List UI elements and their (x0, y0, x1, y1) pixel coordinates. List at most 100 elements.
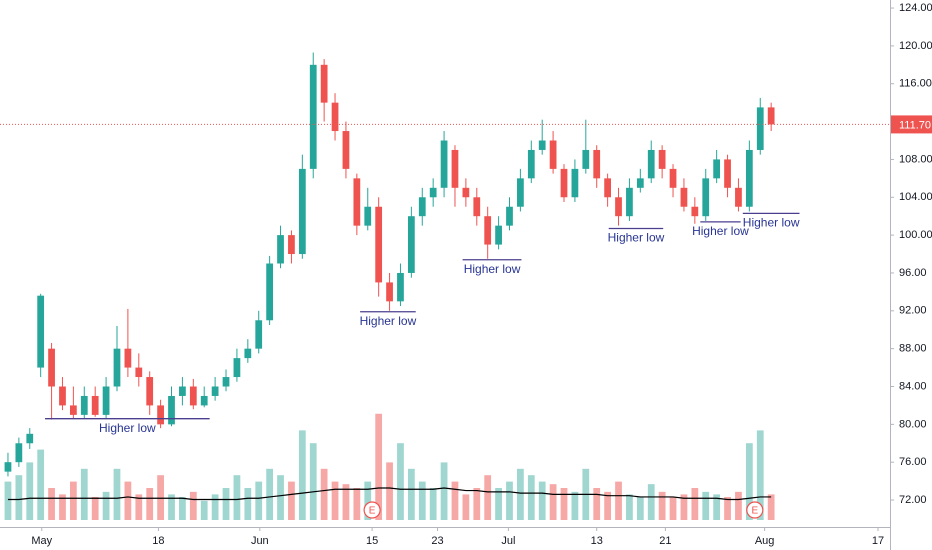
volume-bar (135, 494, 143, 520)
volume-ma-line (7, 487, 772, 501)
candle-body (26, 433, 34, 444)
candle-body (680, 187, 688, 207)
candle-body (91, 395, 99, 415)
candle-body (571, 168, 579, 198)
volume-bar (48, 488, 55, 520)
volume-bar (113, 468, 121, 520)
volume-bar (626, 494, 633, 520)
candle-body (745, 149, 753, 207)
candle-body (364, 206, 372, 226)
volume-bar (517, 468, 524, 520)
volume-bar (429, 488, 437, 520)
x-tick-label: 15 (366, 535, 378, 547)
volume-bar (222, 488, 230, 520)
volume-bar (462, 494, 470, 520)
volume-bar (669, 496, 677, 520)
earnings-label: E (751, 506, 758, 517)
y-tick-label: 92.00 (899, 305, 927, 317)
volume-bar (331, 481, 339, 520)
candle-body (669, 168, 677, 188)
x-tick-label: 23 (431, 535, 443, 547)
candle-body (48, 348, 55, 387)
x-tick-label: Jun (251, 535, 269, 547)
x-tick-label: May (31, 535, 52, 547)
candle-body (331, 102, 339, 132)
y-tick-label: 96.00 (899, 267, 927, 279)
y-tick-label: 104.00 (899, 191, 932, 203)
candle-body (484, 216, 492, 245)
candle-body (102, 386, 110, 415)
volume-bar (407, 468, 415, 520)
volume-bar (680, 494, 688, 520)
volume-bar (593, 488, 601, 520)
candle-body (517, 178, 524, 207)
x-tick-label: 21 (659, 535, 671, 547)
volume-bar (200, 500, 208, 520)
x-tick-label: 17 (872, 535, 884, 547)
candle-body (200, 395, 208, 406)
candle-body (266, 263, 274, 321)
volume-bar (658, 491, 666, 520)
candle-body (418, 197, 426, 217)
volume-bar (364, 481, 372, 520)
candle-body (691, 206, 699, 217)
candle-body (527, 149, 535, 179)
volume-bar (767, 494, 775, 520)
volume-bar (146, 488, 154, 520)
x-tick-label: 18 (152, 535, 164, 547)
volume-bar (189, 491, 197, 520)
volume-bar (157, 475, 164, 520)
candle-body (451, 149, 459, 188)
volume-bar (80, 468, 88, 520)
candle-body (615, 197, 622, 217)
volume-bar (4, 481, 12, 520)
volume-bar (233, 475, 241, 520)
earnings-marker (746, 501, 764, 519)
volume-bar (309, 443, 317, 520)
volume-bar (571, 491, 579, 520)
candle-body (255, 320, 263, 349)
candle-body (702, 178, 710, 217)
volume-bar (604, 491, 611, 520)
candle-body (407, 216, 415, 273)
candle-body (298, 168, 306, 255)
volume-bar (713, 494, 721, 520)
candle-body (37, 295, 45, 368)
y-tick-label: 80.00 (899, 418, 927, 430)
y-tick-label: 88.00 (899, 343, 927, 355)
volume-bar (495, 488, 502, 520)
y-tick-label: 116.00 (899, 78, 932, 90)
candle-body (397, 272, 404, 302)
candle-body (146, 377, 154, 406)
candle-body (636, 178, 644, 188)
candle-body (604, 178, 611, 198)
candle-body (222, 377, 230, 387)
candle-body (277, 235, 284, 264)
volume-bar (549, 484, 557, 520)
candle-body (233, 358, 241, 378)
earnings-marker (363, 501, 381, 519)
y-tick-label: 124.00 (899, 2, 932, 14)
volume-bar (397, 443, 404, 520)
volume-bar (615, 481, 622, 520)
candle-body (386, 282, 393, 302)
candle-body (647, 149, 655, 179)
candle-body (724, 159, 731, 188)
annotation-label: Higher low (608, 231, 665, 245)
candle-body (80, 395, 88, 415)
candle-body (658, 149, 666, 169)
candle-body (767, 107, 775, 125)
candle-body (59, 386, 66, 406)
candle-body (168, 395, 175, 425)
volume-bar (756, 430, 764, 520)
volume-bar (451, 481, 459, 520)
x-tick-label: Aug (755, 535, 775, 547)
candle-body (582, 149, 590, 169)
candle-body (15, 443, 23, 463)
volume-bar (691, 488, 699, 520)
annotation-label: Higher low (360, 314, 417, 328)
candle-body (157, 405, 164, 425)
volume-bar (440, 462, 448, 520)
volume-bar (69, 481, 77, 520)
candle-body (353, 178, 361, 226)
